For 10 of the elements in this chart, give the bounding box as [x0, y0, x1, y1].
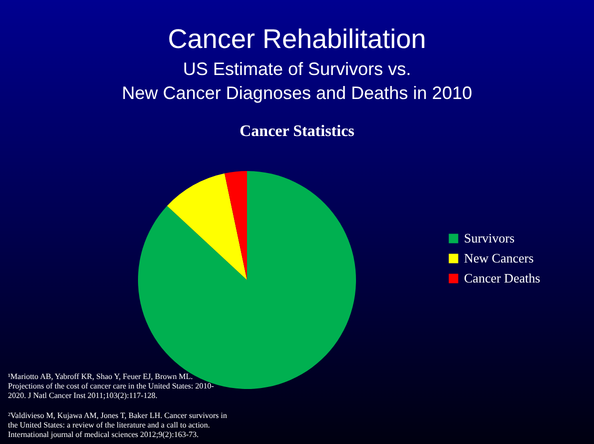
pie-slice — [167, 173, 247, 280]
chart-subtitle: US Estimate of Survivors vs. New Cancer Diagnoses and Deaths in 2010 — [122, 59, 472, 103]
text: Cancer Statistics — [240, 123, 354, 140]
text: ¹Mariotto AB, Yabroff KR, Shao Y, Feuer EJ, Brown ML. Projections of the cost of cancer care in the United States: 2010- 2020. J Natl Cancer Inst 2011;103(2):117-128. — [8, 372, 214, 400]
legend-label: Cancer Deaths — [464, 270, 540, 286]
chart-title: Cancer Rehabilitation — [168, 24, 426, 54]
text: ²Valdivieso M, Kujawa AM, Jones T, Baker LH. Cancer survivors in the United States: a review of the literature and a call to action. International journal of medical sciences 2012;9(2):163-73. — [8, 411, 227, 439]
legend-label: New Cancers — [464, 250, 534, 266]
legend-label: Survivors — [464, 230, 515, 246]
pie-slice — [224, 171, 247, 280]
